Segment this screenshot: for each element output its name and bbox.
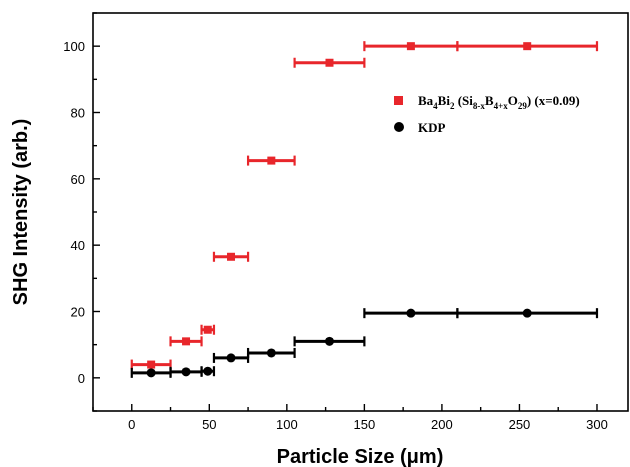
x-tick-labels: 0 50 100 150 200 250 300 (128, 417, 608, 432)
data-point (406, 42, 415, 51)
data-point (267, 156, 276, 165)
data-point (227, 252, 236, 261)
data-point (266, 348, 276, 358)
x-axis-label: Particle Size (μm) (277, 446, 444, 467)
data-point (324, 336, 334, 346)
y-tick-label: 20 (71, 305, 85, 320)
data-point (181, 367, 191, 377)
legend-label-ba4bi2: Ba4Bi2 (Si8-xB4+xO29) (x=0.09) (418, 93, 580, 111)
series-1 (130, 308, 599, 378)
legend-label-kdp: KDP (418, 120, 446, 135)
data-point (203, 366, 213, 376)
y-tick-label: 40 (71, 238, 85, 253)
legend-marker-red-square (394, 96, 403, 105)
data-point (203, 325, 212, 334)
legend: Ba4Bi2 (Si8-xB4+xO29) (x=0.09) KDP (394, 93, 580, 135)
y-tick-label: 100 (63, 39, 85, 54)
y-tick-label: 80 (71, 106, 85, 121)
y-axis-label: SHG Intensity (arb.) (10, 119, 32, 306)
data-point (325, 58, 334, 67)
x-tick-label: 0 (128, 417, 135, 432)
legend-marker-black-circle (394, 122, 404, 132)
axis-ticks (92, 12, 598, 412)
data-point (147, 360, 156, 369)
x-tick-label: 200 (431, 417, 453, 432)
series-0 (130, 41, 599, 370)
x-tick-label: 300 (586, 417, 608, 432)
data-point (523, 42, 532, 51)
y-tick-labels: 0 20 40 60 80 100 (63, 39, 85, 386)
x-tick-label: 50 (202, 417, 216, 432)
data-point (146, 368, 156, 378)
y-tick-label: 0 (78, 371, 85, 386)
x-tick-label: 250 (509, 417, 531, 432)
data-point (522, 308, 532, 318)
data-point (226, 353, 236, 363)
data-point (182, 337, 191, 346)
x-tick-label: 100 (276, 417, 298, 432)
series-layer (130, 41, 599, 378)
y-tick-label: 60 (71, 172, 85, 187)
plot-frame (92, 12, 629, 412)
data-point (406, 308, 416, 318)
x-tick-label: 150 (354, 417, 376, 432)
